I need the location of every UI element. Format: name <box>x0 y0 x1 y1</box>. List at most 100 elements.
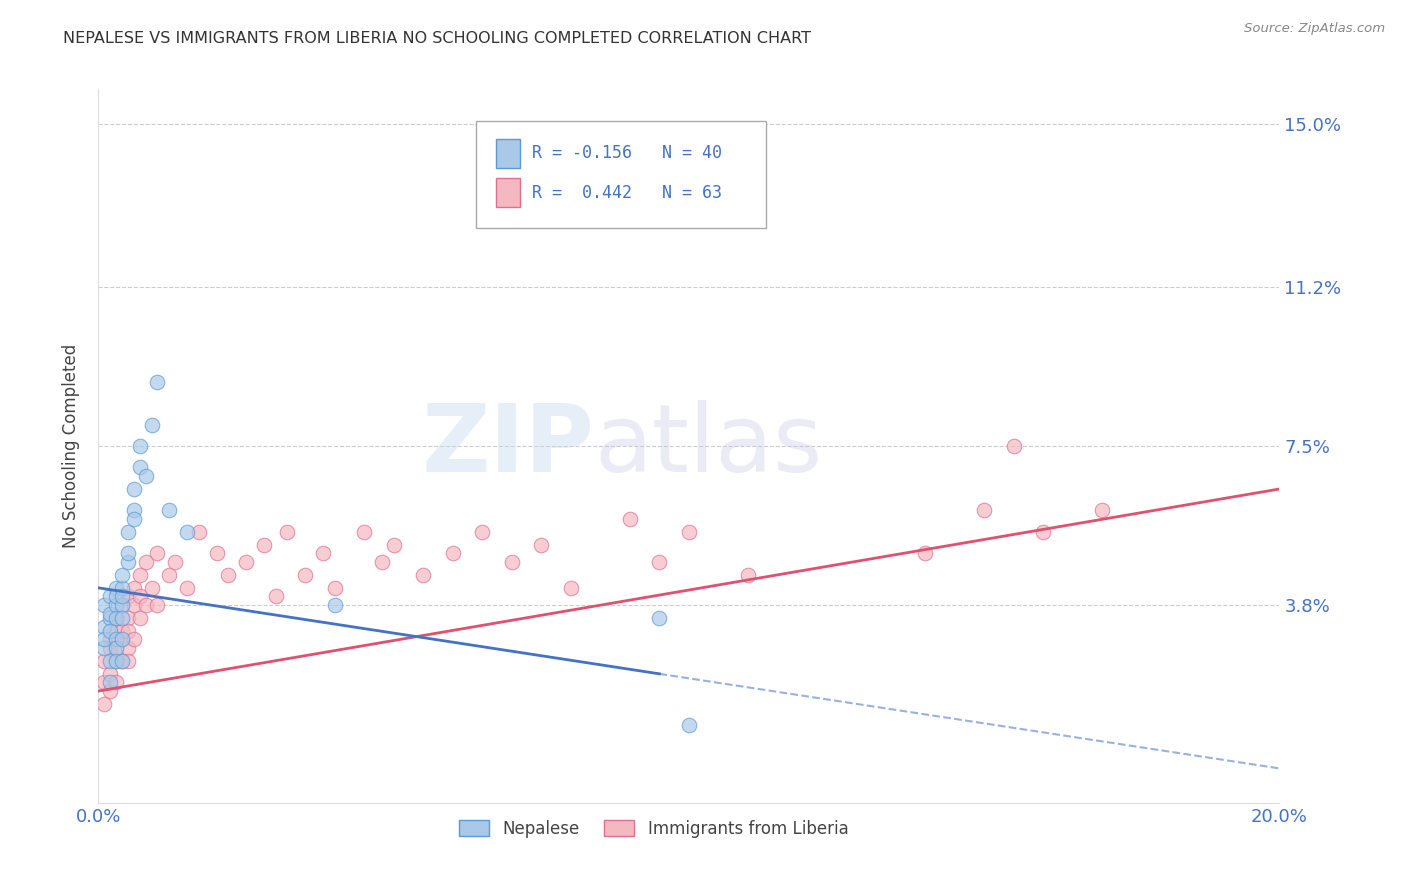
Point <box>93 632 115 647</box>
Point <box>146 546 169 560</box>
Point <box>105 632 128 647</box>
Point <box>111 598 134 612</box>
Point <box>105 611 128 625</box>
Point <box>323 581 346 595</box>
Point <box>98 611 121 625</box>
Point <box>141 417 163 432</box>
Point <box>93 598 115 612</box>
Point <box>111 598 134 612</box>
Point <box>98 666 121 681</box>
Point <box>117 524 139 539</box>
Point <box>176 581 198 595</box>
Point <box>122 632 145 647</box>
Point <box>973 503 995 517</box>
Point <box>105 641 128 656</box>
Point <box>737 568 759 582</box>
Point <box>111 611 134 625</box>
Point <box>105 611 128 625</box>
Point <box>176 524 198 539</box>
Point <box>135 555 157 569</box>
Point <box>93 675 115 690</box>
Point <box>93 641 115 656</box>
Point <box>122 598 145 612</box>
Point <box>111 654 134 668</box>
Point <box>135 598 157 612</box>
FancyBboxPatch shape <box>496 139 520 168</box>
Point <box>264 590 287 604</box>
Point <box>294 568 316 582</box>
Point <box>105 581 128 595</box>
Point <box>122 503 145 517</box>
Point <box>122 581 145 595</box>
Point <box>648 611 671 625</box>
Point <box>1002 439 1025 453</box>
Point <box>105 675 128 690</box>
Point <box>111 624 134 638</box>
Point <box>117 624 139 638</box>
Point <box>98 607 121 621</box>
Point <box>117 611 139 625</box>
Point <box>117 590 139 604</box>
Point <box>253 538 276 552</box>
Text: NEPALESE VS IMMIGRANTS FROM LIBERIA NO SCHOOLING COMPLETED CORRELATION CHART: NEPALESE VS IMMIGRANTS FROM LIBERIA NO S… <box>63 31 811 46</box>
Point <box>276 524 298 539</box>
Point <box>93 654 115 668</box>
Point <box>619 512 641 526</box>
Point <box>530 538 553 552</box>
Point <box>122 512 145 526</box>
Point <box>105 654 128 668</box>
Point <box>98 632 121 647</box>
Point <box>98 590 121 604</box>
FancyBboxPatch shape <box>496 178 520 207</box>
Point <box>157 568 180 582</box>
Point <box>111 654 134 668</box>
Point <box>98 641 121 656</box>
Point <box>560 581 582 595</box>
Point <box>135 469 157 483</box>
Point <box>128 568 150 582</box>
Point <box>1032 524 1054 539</box>
Point <box>117 654 139 668</box>
Point <box>217 568 239 582</box>
Point <box>105 598 128 612</box>
Point <box>105 654 128 668</box>
Point <box>1091 503 1114 517</box>
Point <box>98 684 121 698</box>
Point <box>165 555 187 569</box>
Point <box>441 546 464 560</box>
Point <box>105 624 128 638</box>
Point <box>111 568 134 582</box>
Point <box>312 546 335 560</box>
Point <box>678 524 700 539</box>
Text: atlas: atlas <box>595 400 823 492</box>
Point <box>111 590 134 604</box>
Point <box>353 524 375 539</box>
Point <box>111 632 134 647</box>
Point <box>128 460 150 475</box>
Point <box>98 654 121 668</box>
Point <box>382 538 405 552</box>
Point <box>128 439 150 453</box>
Point <box>371 555 394 569</box>
Point <box>501 555 523 569</box>
Point <box>471 524 494 539</box>
Text: Source: ZipAtlas.com: Source: ZipAtlas.com <box>1244 22 1385 36</box>
Point <box>98 675 121 690</box>
Point <box>117 546 139 560</box>
Point <box>157 503 180 517</box>
Point <box>105 590 128 604</box>
Point <box>235 555 257 569</box>
Point <box>146 375 169 389</box>
Point <box>98 624 121 638</box>
Point <box>122 482 145 496</box>
Point <box>648 555 671 569</box>
Point <box>105 641 128 656</box>
Point <box>128 590 150 604</box>
Point <box>205 546 228 560</box>
Point <box>678 718 700 732</box>
Y-axis label: No Schooling Completed: No Schooling Completed <box>62 344 80 548</box>
Text: R = -0.156   N = 40: R = -0.156 N = 40 <box>531 145 721 162</box>
Point <box>93 697 115 711</box>
Legend: Nepalese, Immigrants from Liberia: Nepalese, Immigrants from Liberia <box>451 814 855 845</box>
Text: ZIP: ZIP <box>422 400 595 492</box>
